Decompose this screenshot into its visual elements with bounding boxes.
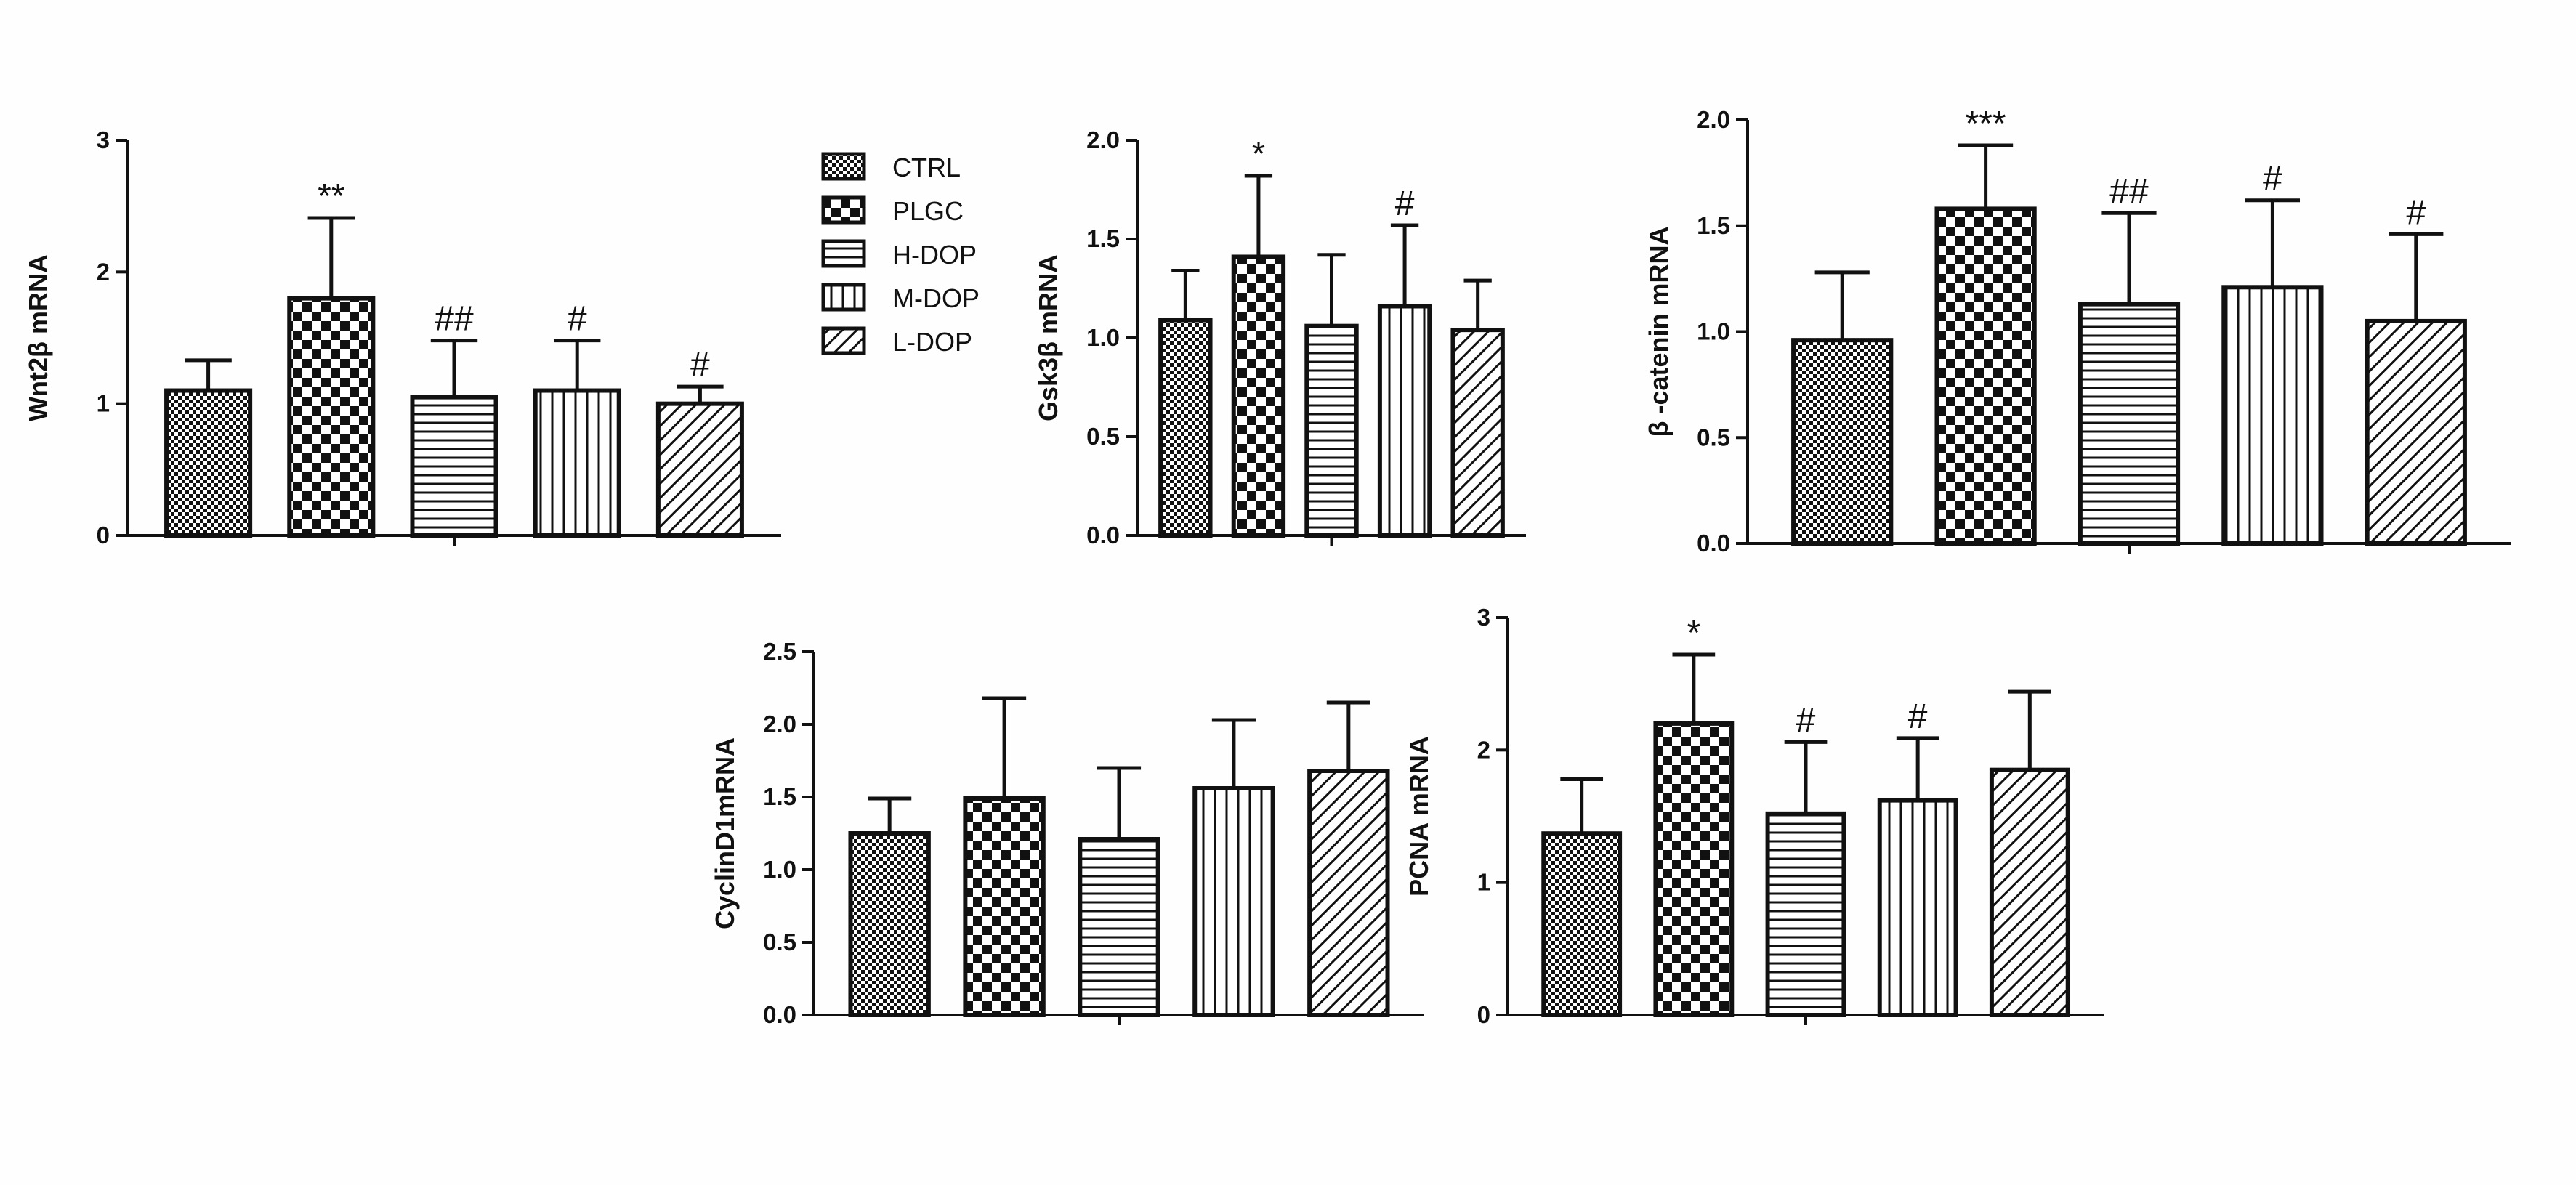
bar-l-dop xyxy=(1989,767,2070,1018)
bar-plgc xyxy=(1653,721,1735,1017)
y-tick-label: 0.5 xyxy=(1086,423,1120,450)
bar-m-dop xyxy=(533,388,621,538)
bar-h-dop xyxy=(2078,302,2181,546)
y-tick-label: 0.5 xyxy=(763,929,796,955)
bar-h-dop xyxy=(1765,811,1846,1018)
y-tick-label: 1 xyxy=(97,390,110,417)
significance-label: * xyxy=(1252,135,1266,174)
y-tick-label: 1.0 xyxy=(1086,324,1120,351)
y-tick-label: 1 xyxy=(1477,869,1490,896)
y-tick-label: 1.5 xyxy=(1697,212,1730,239)
y-tick-label: 0.0 xyxy=(1697,530,1730,557)
bar-l-dop xyxy=(1450,328,1505,538)
significance-label: ## xyxy=(2109,172,2149,211)
bar-h-dop xyxy=(1304,323,1359,538)
panel-beta-catenin: 0.00.51.01.52.0β -catenin mRNA***## ## xyxy=(1644,105,2511,557)
legend-swatch-h-dop xyxy=(821,239,866,268)
legend-label-ctrl: CTRL xyxy=(892,153,961,182)
y-tick-label: 2.5 xyxy=(763,638,796,665)
significance-label: ** xyxy=(318,177,344,216)
y-tick-label: 1.5 xyxy=(763,783,796,810)
y-tick-label: 0.5 xyxy=(1697,424,1730,450)
y-tick-label: 1.5 xyxy=(1086,225,1120,252)
significance-label: *** xyxy=(1966,105,2006,143)
legend-swatch-plgc xyxy=(821,195,866,225)
bar-plgc xyxy=(1934,206,2037,546)
y-tick-label: 0 xyxy=(97,522,110,549)
y-axis-label: Gsk3β mRNA xyxy=(1033,254,1063,421)
y-tick-label: 1.0 xyxy=(763,856,796,883)
bar-l-dop xyxy=(1307,769,1390,1017)
significance-label: ## xyxy=(435,300,474,339)
significance-label: # xyxy=(690,346,710,384)
bar-ctrl xyxy=(1541,831,1623,1018)
legend-item: M-DOP xyxy=(821,283,980,313)
y-axis-label: Wnt2β mRNA xyxy=(23,254,53,421)
legend-label-l-dop: L-DOP xyxy=(892,327,972,357)
y-tick-label: 3 xyxy=(97,126,110,153)
bar-m-dop xyxy=(1192,786,1275,1017)
bar-ctrl xyxy=(164,388,253,538)
legend-swatch-m-dop xyxy=(821,283,866,312)
legend-label-h-dop: H-DOP xyxy=(892,240,977,270)
bar-h-dop xyxy=(410,395,498,538)
y-tick-label: 2.0 xyxy=(1697,106,1730,133)
panel-gsk3b: 0.0 0.5 1.0 1.5 2.0 Gsk3β mRNA * # xyxy=(1033,126,1526,549)
legend-swatch-ctrl xyxy=(821,152,866,181)
significance-label: # xyxy=(1796,701,1816,740)
y-axis-label: CyclinD1mRNA xyxy=(710,737,740,929)
y-tick-label: 0.0 xyxy=(1086,522,1120,549)
significance-label: # xyxy=(2263,160,2282,198)
bar-m-dop xyxy=(1877,798,1958,1017)
legend-item: PLGC xyxy=(821,195,964,226)
y-tick-label: 0.0 xyxy=(763,1001,796,1028)
bar-l-dop xyxy=(2365,318,2467,546)
y-tick-label: 2 xyxy=(1477,736,1490,763)
bar-plgc xyxy=(963,796,1046,1017)
y-tick-label: 2.0 xyxy=(1086,126,1120,153)
significance-label: # xyxy=(568,300,587,339)
y-axis-label: β -catenin mRNA xyxy=(1644,226,1673,437)
bar-m-dop xyxy=(2221,285,2324,546)
bar-ctrl xyxy=(1791,338,1894,546)
bar-ctrl xyxy=(848,831,931,1017)
legend-label-m-dop: M-DOP xyxy=(892,283,980,313)
panel-pcna: 0 1 2 3 PCNA mRNA * # # xyxy=(1404,604,2104,1028)
y-tick-label: 2.0 xyxy=(763,711,796,737)
significance-label: * xyxy=(1687,614,1700,652)
y-tick-label: 3 xyxy=(1477,604,1490,631)
legend-label-plgc: PLGC xyxy=(892,196,964,226)
bar-plgc xyxy=(287,296,376,538)
bar-h-dop xyxy=(1078,837,1160,1017)
y-axis-label: PCNA mRNA xyxy=(1404,736,1434,897)
significance-label: # xyxy=(1395,185,1415,223)
legend: CTRL PLGC H-DOP M-DOP L-DOP xyxy=(821,152,980,357)
significance-label: # xyxy=(2406,193,2426,232)
bar-l-dop xyxy=(655,401,744,538)
legend-item: CTRL xyxy=(821,152,961,182)
bar-m-dop xyxy=(1377,304,1432,538)
y-tick-label: 1.0 xyxy=(1697,318,1730,345)
y-tick-label: 0 xyxy=(1477,1001,1490,1028)
bar-plgc xyxy=(1231,254,1286,538)
panel-cyclind1: 0.0 0.5 1.0 1.5 2.0 2.5 CyclinD1mRNA xyxy=(710,638,1424,1028)
legend-item: H-DOP xyxy=(821,239,977,270)
bar-ctrl xyxy=(1158,318,1213,538)
significance-label: # xyxy=(1908,697,1928,736)
y-tick-label: 2 xyxy=(97,258,110,285)
legend-swatch-l-dop xyxy=(821,326,866,355)
legend-item: L-DOP xyxy=(821,326,972,357)
